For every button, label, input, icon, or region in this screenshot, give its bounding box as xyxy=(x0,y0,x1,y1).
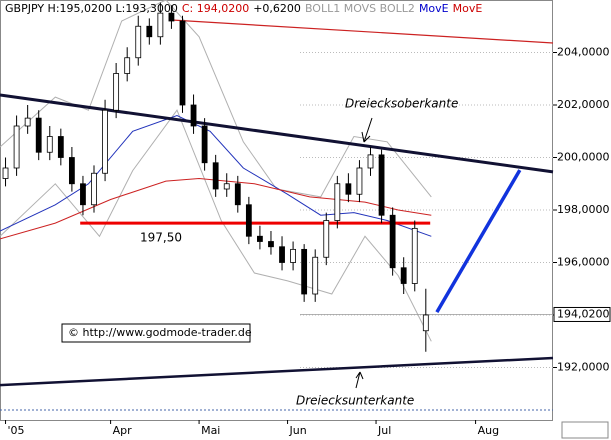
last-price-label: 194,0200 xyxy=(557,307,610,320)
candle-body xyxy=(157,12,164,38)
overlay-line xyxy=(435,169,522,313)
candle-body xyxy=(312,256,319,295)
header-part: GBPJPY H:195,0200 L:193,3000 xyxy=(5,2,178,15)
x-tick-label: '05 xyxy=(8,424,25,437)
arrow xyxy=(355,371,364,389)
axis-panel xyxy=(553,0,611,421)
candle-body xyxy=(234,183,241,206)
annotation: Dreiecksoberkante xyxy=(345,97,458,111)
overlay-line xyxy=(0,356,554,387)
candle-body xyxy=(135,25,142,59)
candle-body xyxy=(35,117,42,153)
copyright-box xyxy=(61,323,251,343)
candle-body xyxy=(68,157,75,185)
candle-body xyxy=(422,314,429,332)
candle-body xyxy=(113,73,120,111)
x-tick-label: Aug xyxy=(478,424,499,437)
copyright: © http://www.godmode-trader.de xyxy=(68,326,252,339)
y-tick-label: 200,0000 xyxy=(557,151,610,164)
candle-body xyxy=(124,57,131,74)
overlay-line xyxy=(169,19,554,44)
x-tick-label: Jul xyxy=(377,424,391,437)
candle-body xyxy=(345,183,352,195)
y-tick-label: 192,0000 xyxy=(557,361,610,374)
corner-box xyxy=(561,421,609,439)
annotation: 197,50 xyxy=(140,231,182,245)
header-part: C: 194,0200 xyxy=(182,2,249,15)
candle-body xyxy=(257,235,263,242)
candle-body xyxy=(378,154,385,216)
candle-body xyxy=(190,104,197,127)
y-tick-label: 198,0000 xyxy=(557,203,610,216)
candle-body xyxy=(146,25,153,38)
overlay-line xyxy=(0,93,554,174)
header: GBPJPY H:195,0200 L:193,3000 C: 194,0200 +… xyxy=(5,2,482,15)
candle-body xyxy=(2,167,9,179)
header-part: BOLL1 MOVS BOLL2 xyxy=(305,2,415,15)
header-part: MovE xyxy=(419,2,449,15)
candle-body xyxy=(102,109,108,174)
candle-body xyxy=(389,214,396,269)
x-tick-label: Mai xyxy=(201,424,220,437)
candle-body xyxy=(356,167,363,195)
candle-body xyxy=(323,220,330,258)
candle-body xyxy=(334,183,341,221)
y-tick-label: 202,0000 xyxy=(557,98,610,111)
candle-body xyxy=(201,125,208,164)
last-price-box xyxy=(553,306,611,322)
x-tick-label: Apr xyxy=(113,424,133,437)
candle-body xyxy=(80,183,86,206)
candle-body xyxy=(367,154,374,169)
candle-body xyxy=(212,162,219,190)
candle-body xyxy=(223,183,230,190)
annotation: Dreiecksunterkante xyxy=(296,394,414,408)
candle-body xyxy=(400,267,407,284)
candle-body xyxy=(268,241,274,248)
y-tick-label: 204,0000 xyxy=(557,46,610,59)
y-tick-label: 196,0000 xyxy=(557,256,610,269)
candle-body xyxy=(13,125,20,169)
candle-body xyxy=(57,136,64,158)
candle-body xyxy=(168,12,175,22)
overlay-line xyxy=(0,109,432,342)
candle-body xyxy=(290,248,296,263)
candle-body xyxy=(91,172,97,206)
x-tick-label: Jun xyxy=(289,424,307,437)
candle-body xyxy=(411,227,418,284)
header-part: MovE xyxy=(453,2,483,15)
arrow xyxy=(361,117,373,143)
candle-body xyxy=(24,117,31,127)
candle-body xyxy=(245,204,252,237)
plot-frame xyxy=(0,0,553,421)
candle-body xyxy=(301,248,308,295)
candle-body xyxy=(46,136,53,153)
header-part: +0,6200 xyxy=(253,2,301,15)
candle-body xyxy=(279,246,285,263)
candle-body xyxy=(179,20,186,106)
